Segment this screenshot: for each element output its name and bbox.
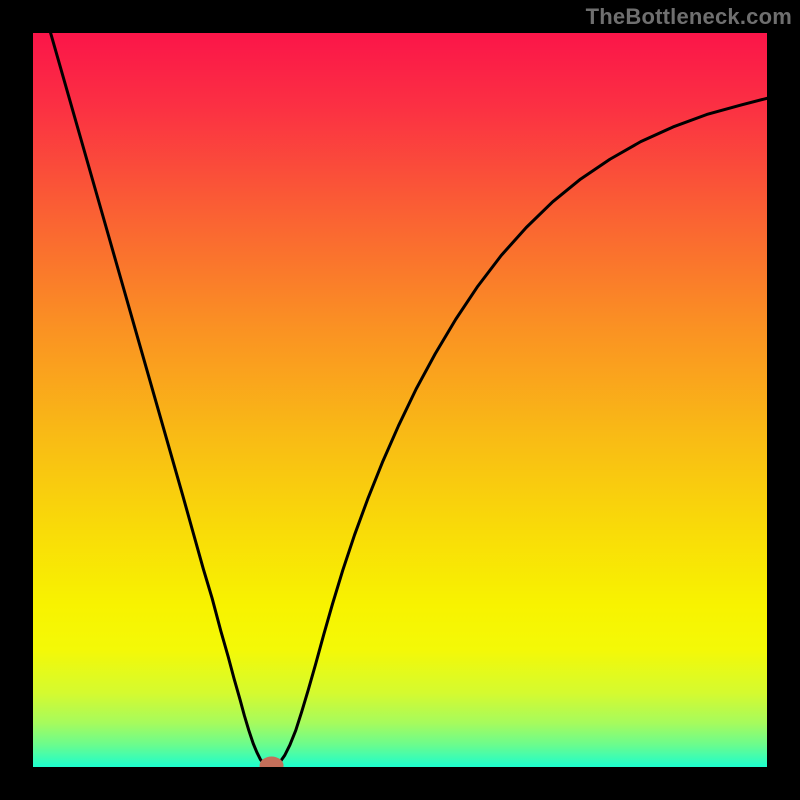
chart-frame: TheBottleneck.com [0,0,800,800]
minimum-marker [260,757,284,775]
bottleneck-chart [0,0,800,800]
gradient-background [33,33,767,767]
